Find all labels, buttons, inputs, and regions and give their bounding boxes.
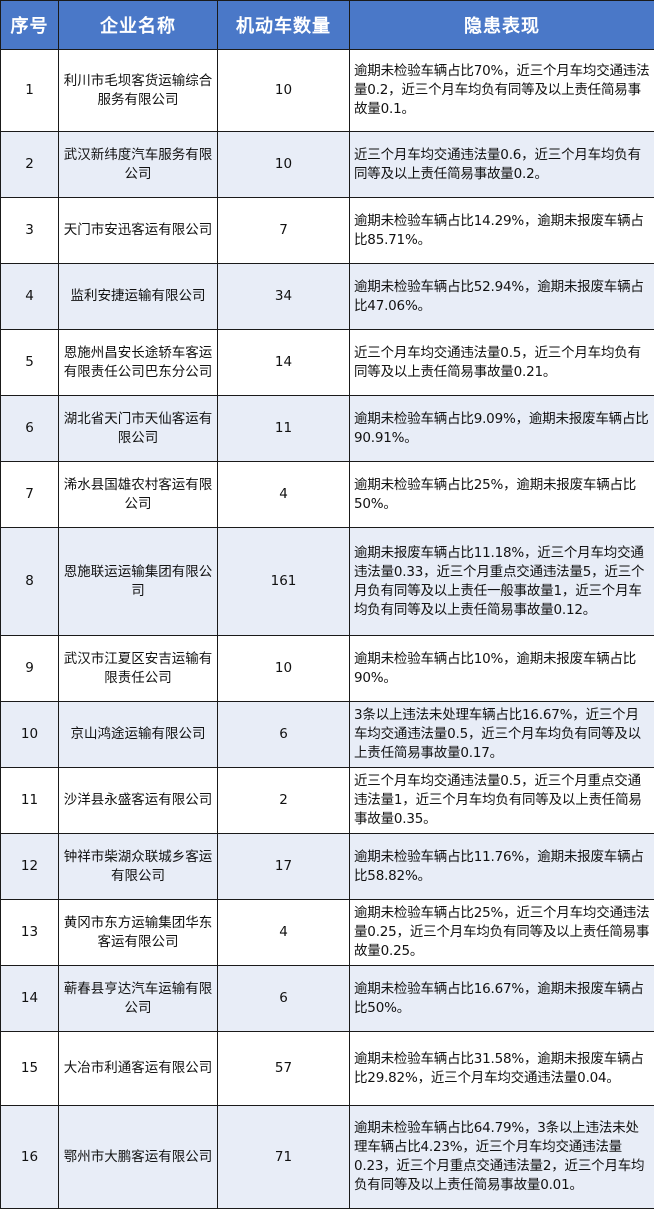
vehicle-count: 4	[218, 462, 350, 528]
hazard-description: 逾期未检验车辆占比14.29%，逾期未报废车辆占比85.71%。	[350, 198, 654, 264]
row-index: 16	[1, 1106, 59, 1209]
hazard-description: 逾期未检验车辆占比10%，逾期未报废车辆占比90%。	[350, 636, 654, 702]
vehicle-count: 14	[218, 330, 350, 396]
row-index: 10	[1, 702, 59, 768]
vehicle-count: 2	[218, 768, 350, 834]
vehicle-count: 10	[218, 132, 350, 198]
company-name: 浠水县国雄农村客运有限公司	[59, 462, 218, 528]
hazard-description: 逾期未检验车辆占比9.09%，逾期未报废车辆占比90.91%。	[350, 396, 654, 462]
row-index: 11	[1, 768, 59, 834]
vehicle-count: 34	[218, 264, 350, 330]
company-name: 蕲春县亨达汽车运输有限公司	[59, 966, 218, 1032]
row-index: 5	[1, 330, 59, 396]
company-name: 湖北省天门市天仙客运有限公司	[59, 396, 218, 462]
row-index: 6	[1, 396, 59, 462]
hazard-description: 近三个月车均交通违法量0.5，近三个月车均负有同等及以上责任简易事故量0.21。	[350, 330, 654, 396]
company-name: 武汉市江夏区安吉运输有限责任公司	[59, 636, 218, 702]
header-index: 序号	[1, 1, 59, 50]
company-name: 恩施州昌安长途轿车客运有限责任公司巴东分公司	[59, 330, 218, 396]
row-index: 8	[1, 528, 59, 636]
vehicle-count: 11	[218, 396, 350, 462]
company-name: 大冶市利通客运有限公司	[59, 1032, 218, 1106]
header-vehicles: 机动车数量	[218, 1, 350, 50]
header-row: 序号 企业名称 机动车数量 隐患表现	[1, 1, 654, 50]
vehicle-count: 6	[218, 702, 350, 768]
header-company: 企业名称	[59, 1, 218, 50]
hazard-description: 逾期未报废车辆占比11.18%，近三个月车均交通违法量0.33，近三个月重点交通…	[350, 528, 654, 636]
hazard-description: 逾期未检验车辆占比16.67%，逾期未报废车辆占比50%。	[350, 966, 654, 1032]
company-name: 沙洋县永盛客运有限公司	[59, 768, 218, 834]
company-name: 监利安捷运输有限公司	[59, 264, 218, 330]
row-index: 15	[1, 1032, 59, 1106]
vehicle-count: 7	[218, 198, 350, 264]
company-name: 钟祥市柴湖众联城乡客运有限公司	[59, 834, 218, 900]
vehicle-count: 17	[218, 834, 350, 900]
company-name: 恩施联运运输集团有限公司	[59, 528, 218, 636]
hazard-description: 逾期未检验车辆占比70%，近三个月车均交通违法量0.2，近三个月车均负有同等及以…	[350, 50, 654, 132]
hazard-description: 逾期未检验车辆占比25%，逾期未报废车辆占比50%。	[350, 462, 654, 528]
vehicle-count: 161	[218, 528, 350, 636]
hazard-description: 3条以上违法未处理车辆占比16.67%，近三个月车均交通违法量0.5，近三个月车…	[350, 702, 654, 768]
company-name: 鄂州市大鹏客运有限公司	[59, 1106, 218, 1209]
vehicle-count: 71	[218, 1106, 350, 1209]
row-index: 7	[1, 462, 59, 528]
vehicle-count: 57	[218, 1032, 350, 1106]
row-index: 12	[1, 834, 59, 900]
hazard-description: 逾期未检验车辆占比31.58%，逾期未报废车辆占比29.82%，近三个月车均交通…	[350, 1032, 654, 1106]
company-name: 利川市毛坝客货运输综合服务有限公司	[59, 50, 218, 132]
company-name: 京山鸿途运输有限公司	[59, 702, 218, 768]
company-name: 天门市安迅客运有限公司	[59, 198, 218, 264]
hazard-description: 近三个月车均交通违法量0.5，近三个月重点交通违法量1，近三个月车均负有同等及以…	[350, 768, 654, 834]
vehicle-count: 6	[218, 966, 350, 1032]
vehicle-count: 10	[218, 50, 350, 132]
hazard-description: 逾期未检验车辆占比25%，近三个月车均交通违法量0.25，近三个月车均负有同等及…	[350, 900, 654, 966]
hazard-description: 近三个月车均交通违法量0.6，近三个月车均负有同等及以上责任简易事故量0.2。	[350, 132, 654, 198]
vehicle-count: 10	[218, 636, 350, 702]
row-index: 2	[1, 132, 59, 198]
hazard-description: 逾期未检验车辆占比52.94%，逾期未报废车辆占比47.06%。	[350, 264, 654, 330]
hazard-description: 逾期未检验车辆占比11.76%，逾期未报废车辆占比58.82%。	[350, 834, 654, 900]
row-index: 3	[1, 198, 59, 264]
row-index: 13	[1, 900, 59, 966]
company-name: 武汉新纬度汽车服务有限公司	[59, 132, 218, 198]
row-index: 9	[1, 636, 59, 702]
hazard-description: 逾期未检验车辆占比64.79%，3条以上违法未处理车辆占比4.23%，近三个月车…	[350, 1106, 654, 1209]
row-index: 4	[1, 264, 59, 330]
row-index: 1	[1, 50, 59, 132]
row-index: 14	[1, 966, 59, 1032]
header-hazards: 隐患表现	[350, 1, 654, 50]
vehicle-count: 4	[218, 900, 350, 966]
company-name: 黄冈市东方运输集团华东客运有限公司	[59, 900, 218, 966]
